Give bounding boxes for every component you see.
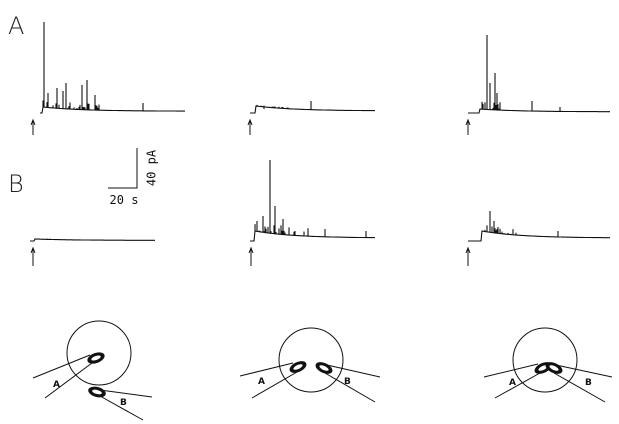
panel-label: B xyxy=(8,170,24,198)
current-trace xyxy=(250,160,376,242)
current-trace xyxy=(40,22,185,114)
scale-label: 20 s xyxy=(110,193,139,207)
pipette-label: B xyxy=(120,398,127,408)
current-trace xyxy=(250,101,375,114)
schematic: A B xyxy=(483,327,613,403)
current-trace xyxy=(468,35,610,114)
pipette-label: A xyxy=(258,377,265,387)
panel-label: A xyxy=(8,12,24,40)
current-trace xyxy=(30,238,155,242)
pipette-label: B xyxy=(344,377,351,387)
stimulus-arrow xyxy=(247,118,253,135)
stimulus-arrows xyxy=(30,118,471,266)
pipette-label: A xyxy=(509,378,516,388)
pipette-label: B xyxy=(585,378,592,388)
stimulus-arrow xyxy=(30,118,36,135)
schematic: A B xyxy=(239,327,381,403)
pipette-label: A xyxy=(53,380,60,390)
schematic: A B xyxy=(32,320,153,421)
stimulus-arrow xyxy=(465,246,471,266)
stimulus-arrow xyxy=(30,246,36,266)
scale-label: 40 pA xyxy=(145,149,159,186)
stimulus-arrow xyxy=(248,246,254,266)
traces xyxy=(30,22,610,242)
current-trace xyxy=(468,211,610,242)
stimulus-arrow xyxy=(465,118,471,135)
scale-bar xyxy=(108,148,138,189)
